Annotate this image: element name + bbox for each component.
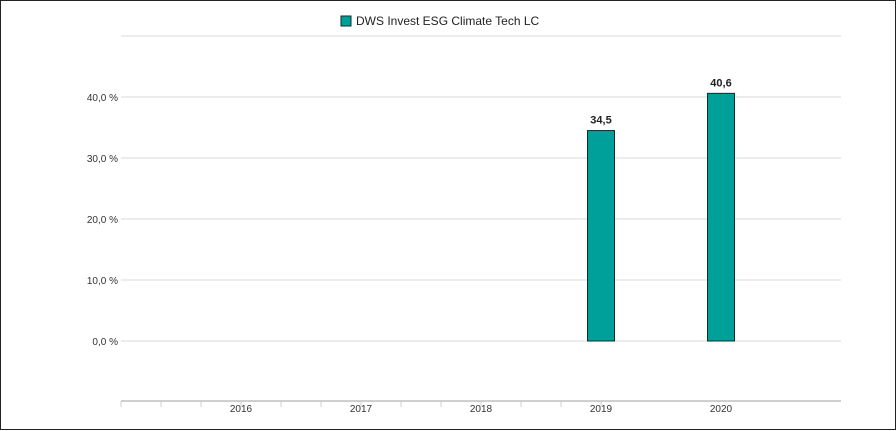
y-tick-label: 0,0 % bbox=[92, 337, 118, 348]
legend: DWS Invest ESG Climate Tech LC bbox=[340, 14, 540, 28]
x-tick-label: 2018 bbox=[470, 404, 493, 415]
x-axis: 2016 2017 2018 2019 2020 bbox=[120, 400, 841, 415]
bar-2019 bbox=[587, 130, 615, 342]
y-tick-label: 40,0 % bbox=[87, 93, 118, 104]
data-label-2019: 34,5 bbox=[590, 115, 611, 127]
x-tick-label: 2019 bbox=[590, 404, 613, 415]
x-tick-label: 2016 bbox=[230, 404, 253, 415]
x-tick-label: 2017 bbox=[350, 404, 373, 415]
gridlines bbox=[121, 35, 841, 342]
y-tick-label: 30,0 % bbox=[87, 154, 118, 165]
y-axis-labels: 0,0 % 10,0 % 20,0 % 30,0 % 40,0 % bbox=[87, 93, 118, 348]
legend-swatch bbox=[340, 15, 352, 27]
x-tick-label: 2020 bbox=[710, 404, 733, 415]
y-tick-label: 10,0 % bbox=[87, 276, 118, 287]
y-tick-label: 20,0 % bbox=[87, 215, 118, 226]
bar-2020 bbox=[707, 92, 735, 342]
bars: 34,5 40,6 bbox=[587, 77, 735, 342]
legend-label: DWS Invest ESG Climate Tech LC bbox=[356, 14, 540, 28]
data-label-2020: 40,6 bbox=[710, 77, 731, 89]
